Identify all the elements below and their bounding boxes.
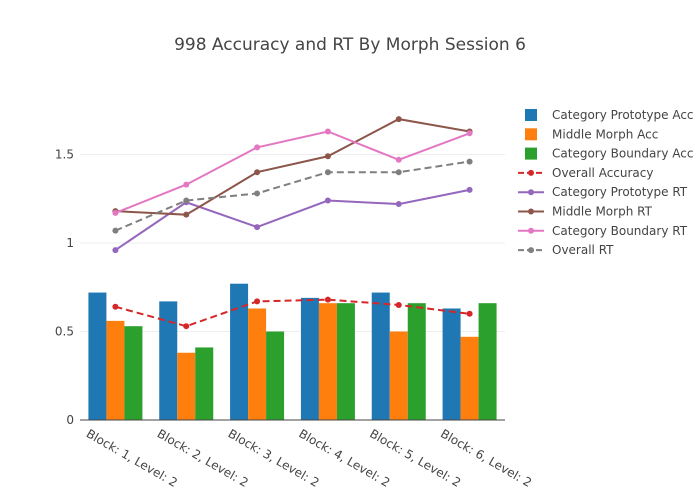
bar-category-prototype-acc[interactable] bbox=[371, 292, 390, 420]
bar-middle-morph-acc[interactable] bbox=[248, 308, 267, 420]
line-layer bbox=[112, 116, 473, 330]
point-overall-rt[interactable] bbox=[183, 197, 190, 204]
y-tick-label: 1 bbox=[66, 236, 74, 250]
point-middle-morph-rt[interactable] bbox=[183, 211, 190, 218]
legend[interactable]: Category Prototype Acc Middle Morph Acc Ca… bbox=[518, 108, 694, 257]
point-overall-accuracy[interactable] bbox=[254, 298, 261, 305]
point-overall-rt[interactable] bbox=[324, 169, 331, 176]
legend-item-category-prototype-rt[interactable]: Category Prototype RT bbox=[518, 185, 688, 199]
y-tick-label: 1.5 bbox=[55, 148, 74, 162]
line-middle-morph-rt[interactable] bbox=[115, 118, 470, 216]
point-middle-morph-rt[interactable] bbox=[254, 169, 261, 176]
bar-category-boundary-acc[interactable] bbox=[266, 331, 285, 421]
line-overall-rt[interactable] bbox=[115, 160, 470, 232]
legend-label: Middle Morph RT bbox=[552, 205, 653, 219]
legend-marker bbox=[528, 189, 534, 196]
bar-middle-morph-acc[interactable] bbox=[389, 331, 408, 421]
point-overall-accuracy[interactable] bbox=[112, 303, 119, 310]
legend-item-overall-accuracy[interactable]: Overall Accuracy bbox=[518, 166, 653, 180]
bar-category-prototype-acc[interactable] bbox=[159, 301, 178, 420]
point-overall-accuracy[interactable] bbox=[466, 310, 473, 317]
legend-label: Overall RT bbox=[552, 243, 614, 257]
legend-label: Middle Morph Acc bbox=[552, 127, 658, 141]
legend-swatch bbox=[525, 109, 537, 121]
point-category-boundary-rt[interactable] bbox=[395, 156, 402, 163]
legend-item-overall-rt[interactable]: Overall RT bbox=[518, 243, 614, 257]
y-tick-label: 0.5 bbox=[55, 325, 74, 339]
chart-title: 998 Accuracy and RT By Morph Session 6 bbox=[174, 35, 526, 55]
bar-layer bbox=[88, 283, 497, 421]
point-category-prototype-rt[interactable] bbox=[324, 197, 331, 204]
line-category-prototype-rt[interactable] bbox=[114, 188, 470, 251]
bar-category-prototype-acc[interactable] bbox=[230, 283, 249, 420]
grid-layer bbox=[80, 154, 505, 332]
point-category-prototype-rt[interactable] bbox=[112, 247, 119, 254]
point-overall-accuracy[interactable] bbox=[324, 296, 331, 303]
point-category-boundary-rt[interactable] bbox=[183, 181, 190, 188]
bar-category-boundary-acc[interactable] bbox=[336, 303, 355, 420]
legend-label: Category Prototype Acc bbox=[552, 108, 694, 122]
bar-category-boundary-acc[interactable] bbox=[195, 347, 214, 420]
legend-swatch bbox=[525, 128, 537, 141]
legend-item-middle-morph-acc[interactable]: Middle Morph Acc bbox=[525, 127, 658, 141]
legend-item-category-boundary-rt[interactable]: Category Boundary RT bbox=[518, 224, 688, 238]
legend-marker bbox=[528, 227, 534, 234]
line-overall-accuracy[interactable] bbox=[115, 298, 470, 328]
point-category-boundary-rt[interactable] bbox=[254, 144, 261, 151]
bar-middle-morph-acc[interactable] bbox=[460, 336, 479, 420]
line-category-boundary-rt[interactable] bbox=[115, 130, 470, 214]
point-category-prototype-rt[interactable] bbox=[254, 224, 261, 231]
legend-label: Overall Accuracy bbox=[552, 166, 653, 180]
point-category-prototype-rt[interactable] bbox=[466, 186, 473, 193]
point-overall-accuracy[interactable] bbox=[183, 323, 190, 330]
point-category-boundary-rt[interactable] bbox=[466, 130, 473, 137]
point-overall-accuracy[interactable] bbox=[395, 301, 402, 308]
bar-middle-morph-acc[interactable] bbox=[106, 320, 125, 420]
point-category-prototype-rt[interactable] bbox=[395, 201, 402, 208]
point-category-boundary-rt[interactable] bbox=[324, 128, 331, 135]
point-middle-morph-rt[interactable] bbox=[395, 116, 402, 123]
legend-item-category-boundary-acc[interactable]: Category Boundary Acc bbox=[525, 147, 693, 161]
y-tick-label: 0 bbox=[66, 413, 74, 427]
legend-label: Category Boundary Acc bbox=[552, 147, 693, 161]
point-overall-rt[interactable] bbox=[254, 190, 261, 197]
bar-middle-morph-acc[interactable] bbox=[177, 352, 196, 420]
bar-category-boundary-acc[interactable] bbox=[478, 303, 497, 420]
point-overall-rt[interactable] bbox=[466, 158, 473, 165]
legend-label: Category Prototype RT bbox=[552, 185, 688, 199]
legend-item-middle-morph-rt[interactable]: Middle Morph RT bbox=[518, 205, 653, 219]
legend-item-category-prototype-acc[interactable]: Category Prototype Acc bbox=[525, 108, 694, 122]
legend-swatch bbox=[525, 147, 537, 160]
legend-marker bbox=[528, 208, 534, 215]
bar-category-prototype-acc[interactable] bbox=[88, 292, 107, 420]
legend-label: Category Boundary RT bbox=[552, 224, 688, 238]
legend-marker bbox=[528, 169, 534, 176]
legend-marker bbox=[528, 247, 534, 254]
bar-category-boundary-acc[interactable] bbox=[407, 303, 426, 420]
bar-category-prototype-acc[interactable] bbox=[442, 308, 461, 420]
point-overall-rt[interactable] bbox=[395, 169, 402, 176]
point-middle-morph-rt[interactable] bbox=[324, 153, 331, 160]
bar-category-prototype-acc[interactable] bbox=[300, 297, 319, 420]
bar-middle-morph-acc[interactable] bbox=[318, 303, 337, 420]
point-category-boundary-rt[interactable] bbox=[112, 209, 119, 216]
point-overall-rt[interactable] bbox=[112, 227, 119, 234]
bar-category-boundary-acc[interactable] bbox=[124, 326, 143, 420]
